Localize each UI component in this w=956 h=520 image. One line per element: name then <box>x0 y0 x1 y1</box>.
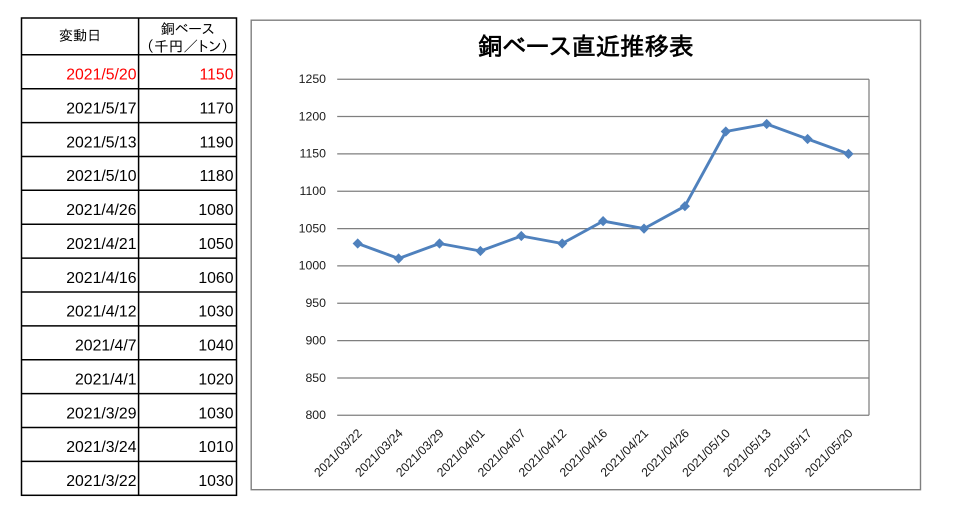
svg-text:1190: 1190 <box>200 134 234 151</box>
svg-text:1170: 1170 <box>200 100 234 117</box>
svg-text:2021/3/24: 2021/3/24 <box>66 439 136 456</box>
svg-text:1150: 1150 <box>300 147 327 161</box>
svg-text:2021/5/17: 2021/5/17 <box>66 100 136 117</box>
svg-text:800: 800 <box>305 408 326 422</box>
svg-text:2021/3/22: 2021/3/22 <box>66 473 136 490</box>
svg-text:2021/4/12: 2021/4/12 <box>66 304 136 321</box>
svg-text:1010: 1010 <box>198 439 233 456</box>
svg-text:850: 850 <box>305 371 326 385</box>
svg-text:2021/4/7: 2021/4/7 <box>75 338 137 355</box>
svg-text:2021/5/13: 2021/5/13 <box>66 134 136 151</box>
svg-text:1180: 1180 <box>200 168 234 185</box>
svg-text:950: 950 <box>305 296 326 310</box>
svg-text:1030: 1030 <box>198 473 233 490</box>
svg-text:1050: 1050 <box>299 221 327 235</box>
svg-text:2021/3/29: 2021/3/29 <box>66 405 136 422</box>
svg-text:1080: 1080 <box>198 202 233 219</box>
svg-text:900: 900 <box>305 333 326 347</box>
svg-text:1020: 1020 <box>198 371 233 388</box>
svg-text:2021/5/10: 2021/5/10 <box>66 168 136 185</box>
svg-text:2021/5/20: 2021/5/20 <box>66 67 136 84</box>
svg-text:2021/4/26: 2021/4/26 <box>66 202 136 219</box>
svg-text:1100: 1100 <box>300 184 327 198</box>
svg-text:1250: 1250 <box>299 72 327 86</box>
svg-text:2021/4/21: 2021/4/21 <box>66 236 136 253</box>
svg-text:1200: 1200 <box>299 109 327 123</box>
svg-text:1030: 1030 <box>198 304 233 321</box>
svg-text:2021/4/16: 2021/4/16 <box>66 270 136 287</box>
svg-text:1050: 1050 <box>198 236 233 253</box>
svg-text:1150: 1150 <box>200 67 234 84</box>
svg-text:2021/4/1: 2021/4/1 <box>75 371 137 388</box>
svg-text:1000: 1000 <box>299 259 327 273</box>
svg-text:1040: 1040 <box>198 338 233 355</box>
svg-text:1030: 1030 <box>198 405 233 422</box>
svg-text:1060: 1060 <box>198 270 233 287</box>
